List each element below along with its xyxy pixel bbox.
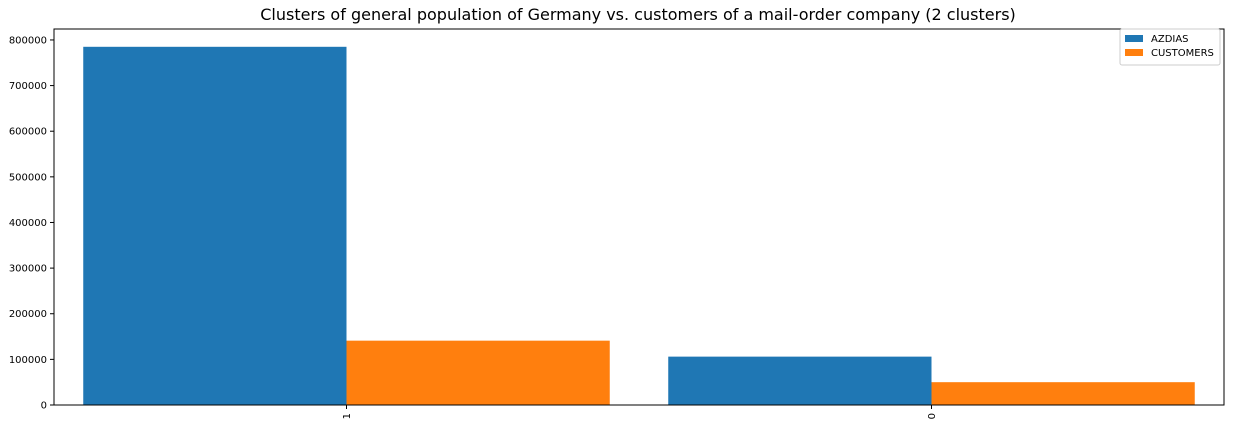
legend-box [1119, 28, 1221, 66]
y-tick-label: 800000 [9, 35, 47, 46]
plot-area-frame [53, 28, 1225, 406]
legend-label-azdias: AZDIAS [1151, 34, 1189, 45]
y-tick-label: 200000 [9, 309, 47, 320]
y-tick-label: 600000 [9, 127, 47, 138]
y-tick-label: 400000 [9, 218, 47, 229]
y-tick-label: 100000 [9, 355, 47, 366]
legend-swatch-azdias [1125, 35, 1143, 42]
y-axis: 0 100000 200000 300000 400000 500000 600000 700… [9, 35, 54, 412]
legend-label-customers: CUSTOMERS [1151, 48, 1214, 59]
bar-customers-cluster-0 [931, 382, 1195, 405]
x-tick-label-cluster-0: 0 [927, 413, 938, 419]
bar-azdias-cluster-1 [83, 46, 347, 406]
y-tick-label: 500000 [9, 172, 47, 183]
chart-title: Clusters of general population of German… [260, 5, 1016, 24]
bar-customers-cluster-1 [346, 340, 610, 405]
y-tick-label: 0 [41, 401, 47, 412]
x-tick-label-cluster-1: 1 [342, 413, 353, 419]
y-tick-label: 300000 [9, 264, 47, 275]
legend-items: AZDIAS CUSTOMERS [1125, 34, 1214, 59]
y-tick-label: 700000 [9, 81, 47, 92]
legend-swatch-customers [1125, 49, 1143, 56]
bars-group [83, 46, 1195, 406]
legend: AZDIAS CUSTOMERS [1119, 28, 1221, 66]
bar-azdias-cluster-0 [668, 356, 932, 405]
